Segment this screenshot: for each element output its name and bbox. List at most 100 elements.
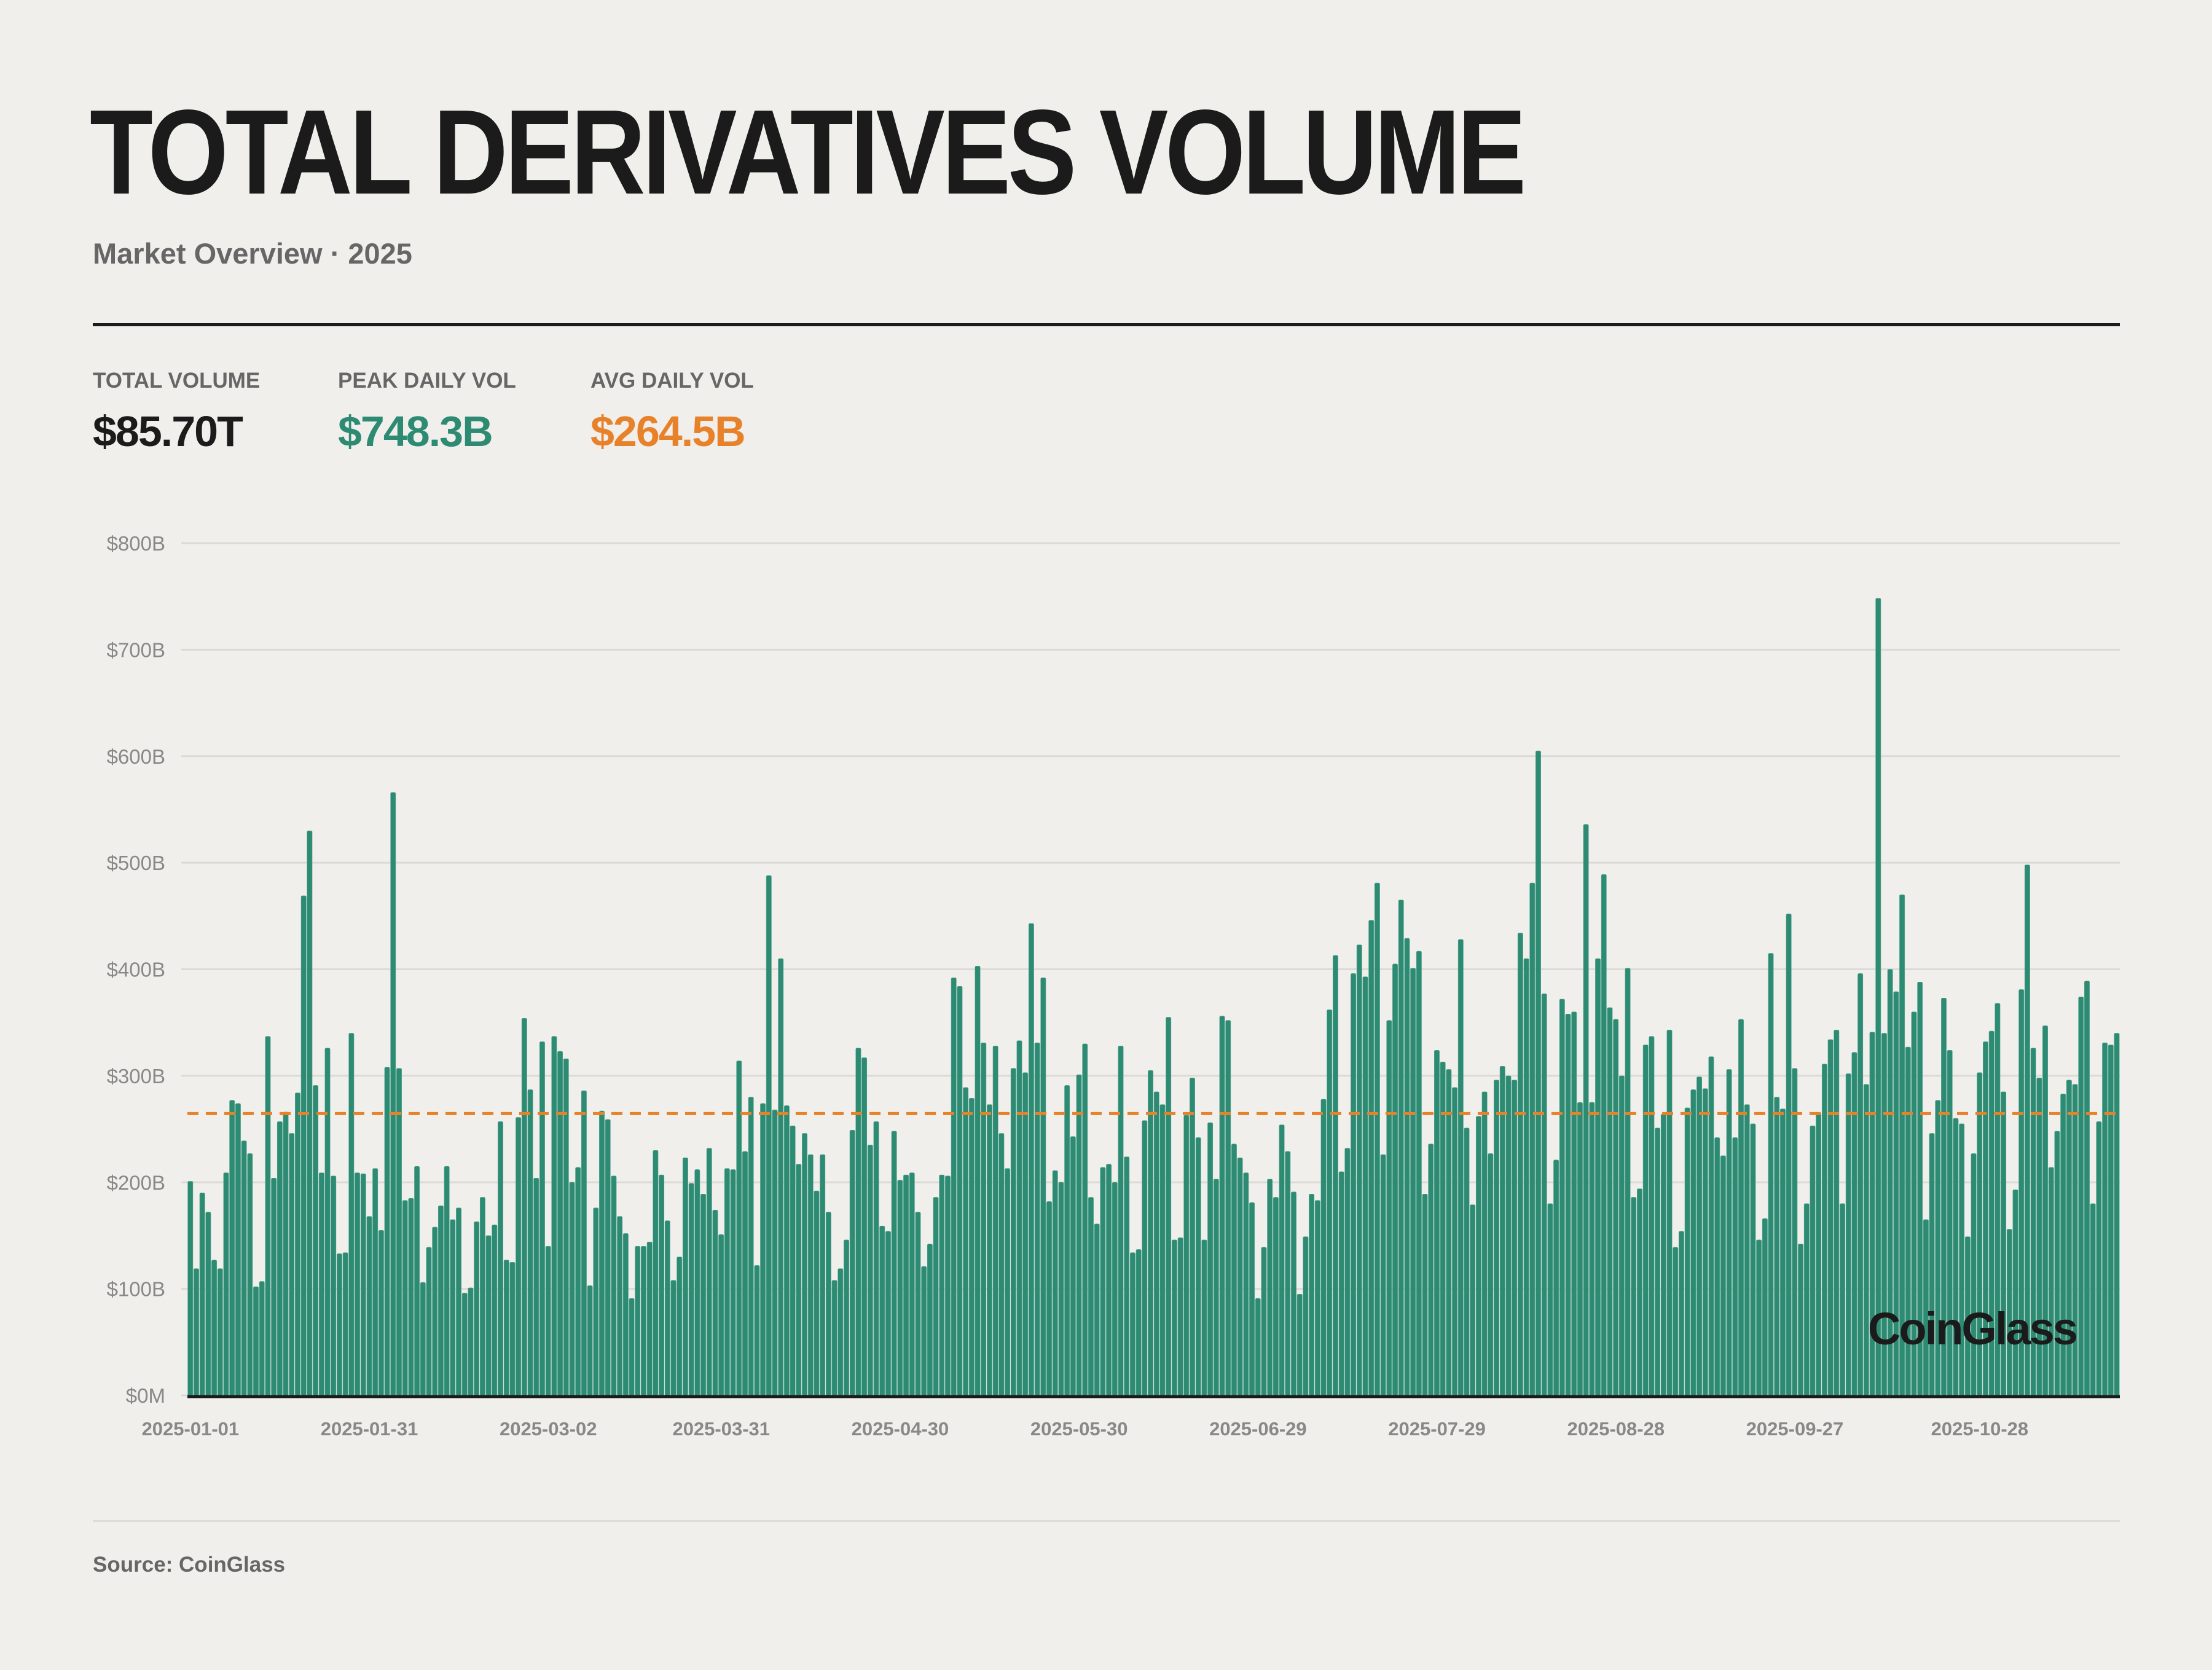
- bar: [1780, 1108, 1786, 1396]
- bar: [790, 1126, 796, 1396]
- bar: [1237, 1158, 1243, 1396]
- bar: [1678, 1231, 1684, 1396]
- bar: [730, 1169, 736, 1396]
- bar: [849, 1129, 855, 1396]
- bar: [772, 1110, 778, 1396]
- bar: [1470, 1204, 1476, 1396]
- bar: [992, 1046, 998, 1396]
- bar: [664, 1220, 670, 1396]
- x-tick-label: 2025-08-28: [1567, 1418, 1665, 1440]
- bar: [659, 1174, 665, 1396]
- bar: [1499, 1065, 1505, 1396]
- bar: [1708, 1056, 1714, 1396]
- bar: [498, 1121, 503, 1396]
- bar: [1034, 1042, 1040, 1396]
- bar: [1512, 1080, 1518, 1396]
- bar: [1601, 874, 1607, 1396]
- bar: [1857, 973, 1864, 1396]
- bar: [2090, 1203, 2096, 1396]
- y-tick-label: $0M: [126, 1384, 165, 1407]
- bar: [1129, 1252, 1135, 1396]
- bar: [712, 1210, 718, 1396]
- bar: [563, 1058, 569, 1396]
- bar: [1100, 1167, 1106, 1396]
- bar: [1750, 1123, 1756, 1396]
- bar: [575, 1167, 581, 1396]
- bar: [796, 1164, 802, 1396]
- bar: [295, 1092, 300, 1396]
- bar: [1052, 1170, 1058, 1396]
- bar: [1386, 1020, 1392, 1396]
- bar: [1225, 1020, 1231, 1396]
- x-tick-label: 2025-06-29: [1209, 1418, 1307, 1440]
- bar: [1005, 1168, 1011, 1396]
- page-subtitle: Market Overview · 2025: [93, 237, 412, 270]
- bar: [1404, 938, 1410, 1396]
- bar: [641, 1245, 646, 1396]
- stat-value: $264.5B: [590, 407, 746, 455]
- bar: [313, 1085, 319, 1396]
- bar: [825, 1212, 831, 1396]
- bar: [1481, 1091, 1488, 1396]
- bar: [1314, 1200, 1320, 1396]
- bar: [635, 1245, 641, 1396]
- bar: [599, 1110, 605, 1396]
- bar: [957, 986, 963, 1396]
- bar: [521, 1017, 527, 1396]
- bar: [533, 1178, 539, 1396]
- bar: [1541, 994, 1547, 1396]
- bar: [1356, 944, 1362, 1396]
- bar: [408, 1198, 414, 1396]
- bar: [581, 1090, 587, 1396]
- bar: [951, 978, 957, 1396]
- bar: [1106, 1164, 1112, 1396]
- bar: [1834, 1030, 1840, 1396]
- bar: [551, 1036, 557, 1396]
- bar: [837, 1268, 844, 1396]
- y-tick-label: $700B: [107, 638, 165, 661]
- bar: [187, 1181, 194, 1396]
- bar: [1368, 920, 1375, 1396]
- bar: [706, 1148, 712, 1396]
- bar: [1529, 882, 1535, 1396]
- bars: [187, 598, 2120, 1398]
- bar: [1565, 1014, 1571, 1396]
- bar: [1374, 882, 1380, 1396]
- footer-divider: [93, 1520, 2120, 1522]
- bar: [2048, 1167, 2054, 1396]
- bar: [1351, 973, 1357, 1396]
- bar: [557, 1051, 563, 1396]
- bar: [485, 1235, 492, 1396]
- bar: [492, 1225, 498, 1396]
- bar: [1494, 1080, 1499, 1396]
- bar: [1440, 1062, 1446, 1396]
- bar: [1118, 1046, 1124, 1396]
- bar: [2114, 1033, 2120, 1396]
- bar: [1457, 939, 1464, 1396]
- bar: [1153, 1091, 1159, 1396]
- bar: [539, 1041, 545, 1396]
- bar: [1618, 1075, 1625, 1396]
- bar: [241, 1140, 247, 1396]
- y-tick-label: $300B: [107, 1065, 165, 1088]
- bar: [199, 1193, 205, 1396]
- bar: [1398, 900, 1404, 1396]
- bar: [545, 1245, 551, 1396]
- bar: [921, 1266, 927, 1396]
- stat-peak-daily-vol: PEAK DAILY VOL $748.3B: [338, 369, 516, 456]
- bar: [1028, 923, 1034, 1396]
- bar: [1464, 1127, 1470, 1396]
- bar: [1320, 1099, 1327, 1396]
- bar: [378, 1229, 384, 1396]
- x-tick-label: 2025-03-31: [672, 1418, 770, 1440]
- bar: [646, 1242, 653, 1396]
- bar: [1553, 1159, 1559, 1396]
- bar: [855, 1048, 861, 1396]
- bar: [1690, 1089, 1696, 1396]
- stat-value: $748.3B: [338, 407, 493, 455]
- x-tick-label: 2025-09-27: [1746, 1418, 1844, 1440]
- bar: [1768, 953, 1774, 1396]
- bar: [867, 1145, 873, 1396]
- bar: [450, 1219, 456, 1396]
- bar: [831, 1280, 837, 1396]
